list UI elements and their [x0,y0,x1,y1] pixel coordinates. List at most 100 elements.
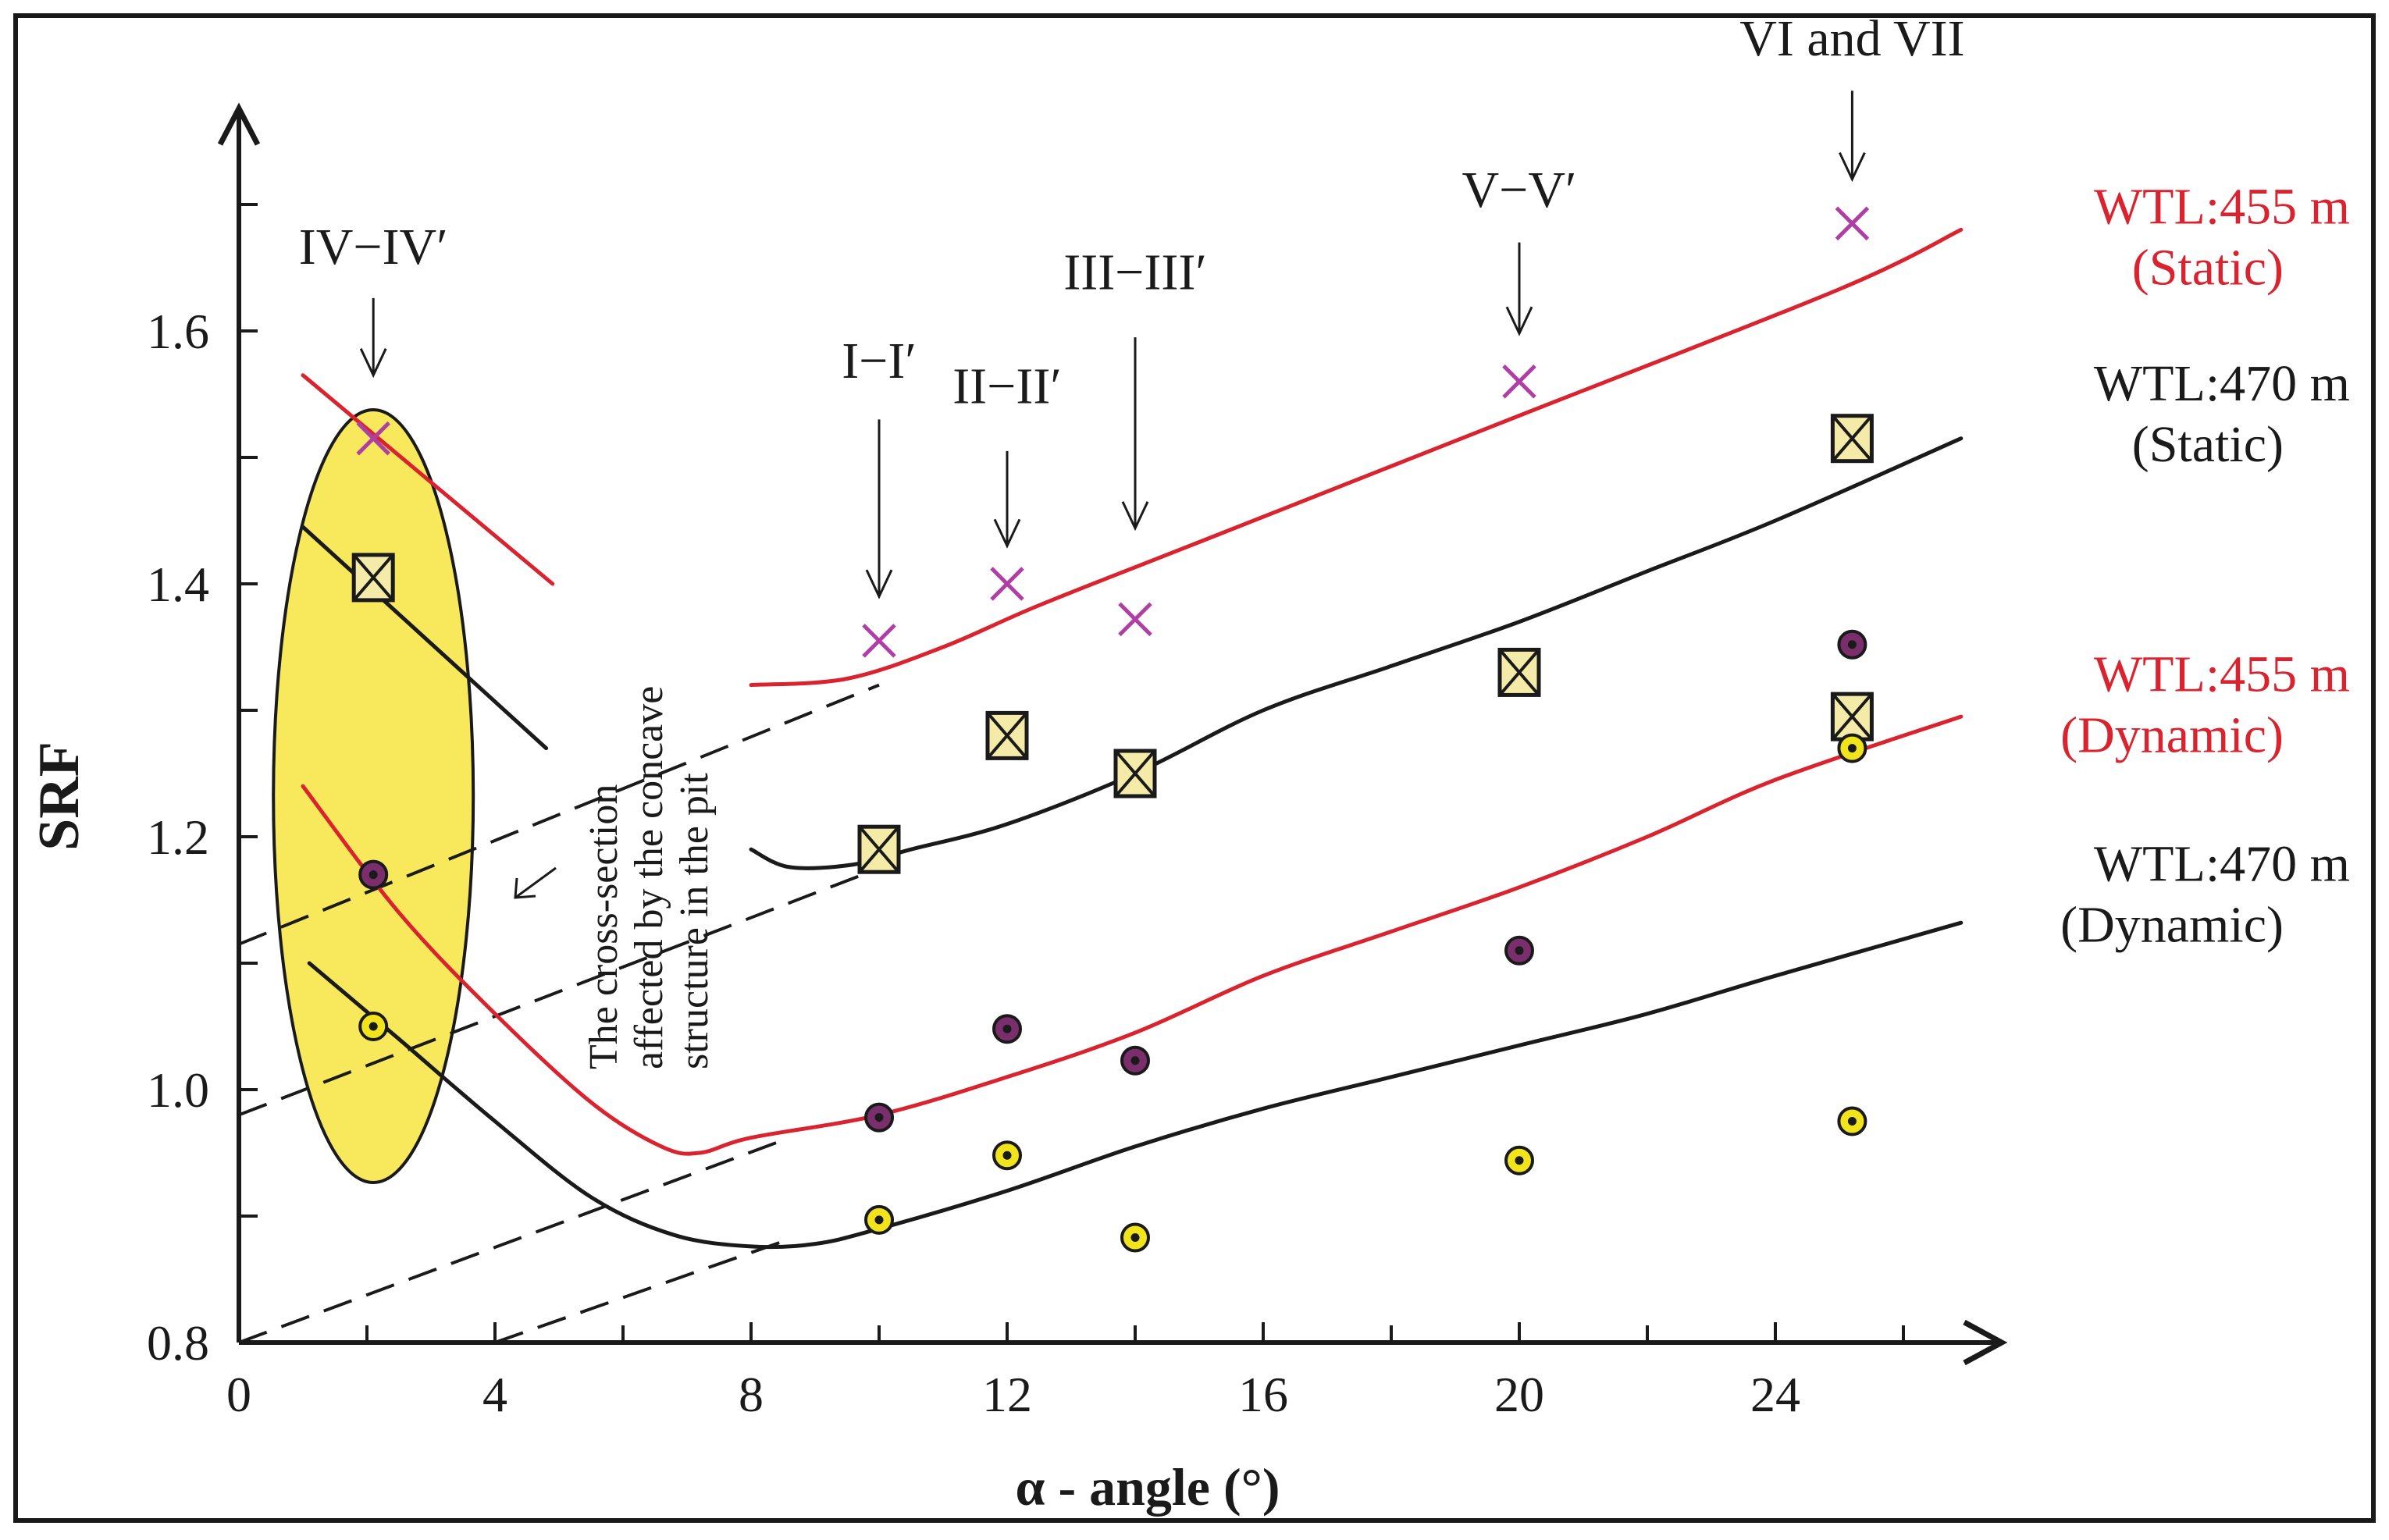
series-2-point-3 [985,710,1029,760]
annotation-arrow [514,866,557,899]
y-tick-label-1.4: 1.4 [147,557,209,612]
y-tick-label-1.0: 1.0 [147,1062,209,1118]
series-4-point-5 [1504,1145,1534,1175]
series-2-point-1-cross [352,553,394,602]
x-tick-label-0: 0 [226,1367,251,1422]
concave-annotation: The cross-sectionaffected by the concave… [582,686,717,1069]
legend-entry-2-line-2: (Static) [2132,416,2284,473]
series-3-point-4-center [1130,1056,1140,1065]
series-3-point-2-center [874,1113,884,1122]
series-3-point-1 [358,859,389,890]
section-label-4: III−III′ [1063,244,1207,301]
series-2-point-7 [1830,692,1874,742]
y-axis-arrow [217,102,261,146]
section-label-3: II−II′ [952,357,1062,414]
series-4-point-3 [992,1140,1022,1171]
series-4-point-6-center [1847,1117,1857,1126]
series-3-point-6 [1837,629,1867,660]
series-2-point-4 [1113,749,1157,798]
series-2-point-7-cross [1831,692,1873,741]
concave-annotation-line-1: The cross-section [582,784,626,1069]
x-tick-label-24: 24 [1750,1367,1800,1422]
series-4-point-2-center [874,1215,884,1225]
x-tick-label-12: 12 [982,1367,1032,1422]
series-1-curve-2 [749,227,1964,688]
series-4-point-1 [358,1012,389,1041]
legend-entry-3: WTL:455 m (Dynamic) [2060,646,2350,764]
series-1-point-6 [1835,206,1870,241]
series-4-point-4-center [1130,1233,1140,1243]
legend-entry-4: WTL:470 m (Dynamic) [2060,836,2350,954]
dashed-line-1 [238,683,880,946]
x-axis-label: α - angle (°) [1016,1457,1280,1517]
series-4-curve-1 [307,920,1964,1250]
series-4-point-4 [1120,1222,1150,1253]
highlight-ellipse [272,408,475,1184]
series-2-point-4-cross [1114,749,1156,798]
section-arrowhead-5 [1505,306,1533,336]
series-1-curve-1 [301,373,555,586]
legend-entry-2-line-1: WTL:470 m [2094,355,2350,412]
series-1-point-2 [862,624,896,658]
series-4-point-5-center [1515,1156,1524,1165]
y-tick-label-0.8: 0.8 [147,1315,209,1371]
concave-annotation-line-2: affected by the concave [627,686,671,1069]
x-tick-label-16: 16 [1238,1367,1288,1422]
legend-entry-4-line-2: (Dynamic) [2060,897,2284,954]
legend-entry-2: WTL:470 m (Static) [2094,355,2350,473]
section-arrowhead-6 [1839,151,1866,183]
series-2-point-3-cross [986,712,1028,759]
series-4-point-1-center [368,1022,378,1031]
dashed-line-2 [238,866,880,1117]
series-2-curve-2 [749,436,1964,870]
concave-annotation-line-3: structure in the pit [672,773,717,1069]
x-tick-label-8: 8 [739,1367,764,1422]
y-tick-label-1.6: 1.6 [147,304,209,359]
series-2-point-2-cross [858,825,900,873]
series-4-point-7-center [1847,744,1857,753]
series-4-point-6 [1837,1106,1867,1136]
series-2-point-5 [1497,647,1541,697]
series-2-point-6 [1830,414,1874,464]
series-3-point-3-center [1002,1024,1012,1033]
annotation-arrowhead [514,877,536,899]
series-3-point-5-center [1515,946,1524,955]
series-1-point-1 [356,421,390,456]
section-label-6: VI and VII [1739,10,1964,67]
series-1-point-3 [990,567,1024,601]
series-4-point-7 [1837,733,1867,763]
series-4-point-3-center [1002,1151,1012,1160]
section-label-2: I−I′ [842,333,917,389]
series-3-point-4 [1120,1045,1150,1076]
series-2-point-6-cross [1831,414,1873,463]
series-2-point-5-cross [1498,649,1540,696]
series-1-point-4 [1118,602,1152,637]
series-3-curve-1 [301,714,1964,1156]
series-3-point-5 [1504,935,1534,966]
legend-entry-4-line-1: WTL:470 m [2094,836,2350,893]
y-tick-label-1.2: 1.2 [147,809,209,865]
section-arrowhead-2 [865,569,893,599]
series-3-point-1-center [368,870,378,880]
series-3-point-3 [992,1014,1022,1044]
x-tick-label-4: 4 [482,1367,507,1422]
y-axis-label: SRF [27,742,91,851]
section-arrowhead-1 [359,348,387,379]
dashed-line-4 [494,1239,784,1344]
legend-entry-1-line-1: WTL:455 m [2094,178,2350,235]
section-arrowhead-3 [993,518,1021,549]
series-1-point-5 [1502,365,1536,399]
series-2-curve-1 [301,525,549,751]
series-3-point-6-center [1847,640,1857,649]
x-axis-arrow [1963,1319,2008,1366]
x-tick-label-20: 20 [1494,1367,1544,1422]
series-3-point-2 [864,1102,894,1133]
section-label-5: V−V′ [1462,162,1577,219]
legend-entry-1-line-2: (Static) [2132,239,2284,296]
legend-entry-1: WTL:455 m (Static) [2094,178,2350,296]
series-2-point-2 [857,824,901,874]
section-arrowhead-4 [1121,501,1149,532]
border [13,13,2376,1523]
